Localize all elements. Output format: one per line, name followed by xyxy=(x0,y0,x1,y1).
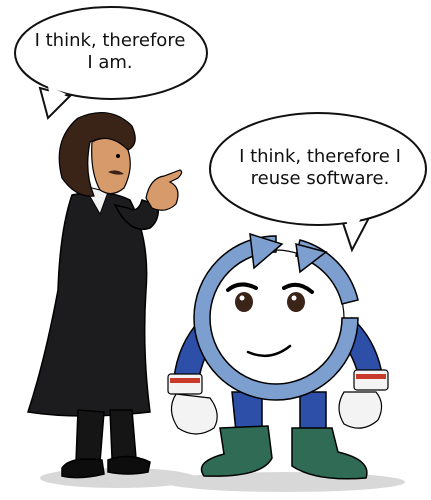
speech-bubble-left-text: I think, therefore I am. xyxy=(34,30,186,73)
mascot-arrow-head-right xyxy=(295,242,328,274)
philosopher-eye xyxy=(116,154,120,158)
philosopher-moustache xyxy=(108,170,124,175)
mascot-right-brow xyxy=(282,282,314,294)
mascot-shadow xyxy=(165,472,405,492)
speech-bubble-right-text: I think, therefore I reuse software. xyxy=(239,146,401,189)
mascot-left-eye xyxy=(235,292,253,312)
speech-bubble-right xyxy=(209,112,427,253)
mascot-left-cuff xyxy=(167,373,203,395)
philosopher-shoes xyxy=(61,455,151,479)
mascot-right-glove xyxy=(338,391,383,429)
mascot-left-glove xyxy=(170,393,218,435)
mascot-smile xyxy=(246,344,292,358)
mascot-right-boot xyxy=(291,427,368,480)
mascot-right-cuff xyxy=(353,369,389,391)
mascot-arrow-ring xyxy=(193,235,359,401)
mascot-left-brow xyxy=(226,282,258,292)
speech-bubble-left xyxy=(14,6,208,120)
philosopher-face xyxy=(91,137,131,195)
philosopher-hand xyxy=(145,169,183,211)
mascot-left-boot xyxy=(200,425,273,477)
mascot-arrow-head-left xyxy=(249,232,284,270)
reuse-mascot xyxy=(167,232,389,480)
philosopher-figure xyxy=(27,111,183,479)
philosopher-arm xyxy=(113,199,160,230)
mascot-right-eye xyxy=(287,292,305,312)
philosopher-legs xyxy=(75,409,137,463)
